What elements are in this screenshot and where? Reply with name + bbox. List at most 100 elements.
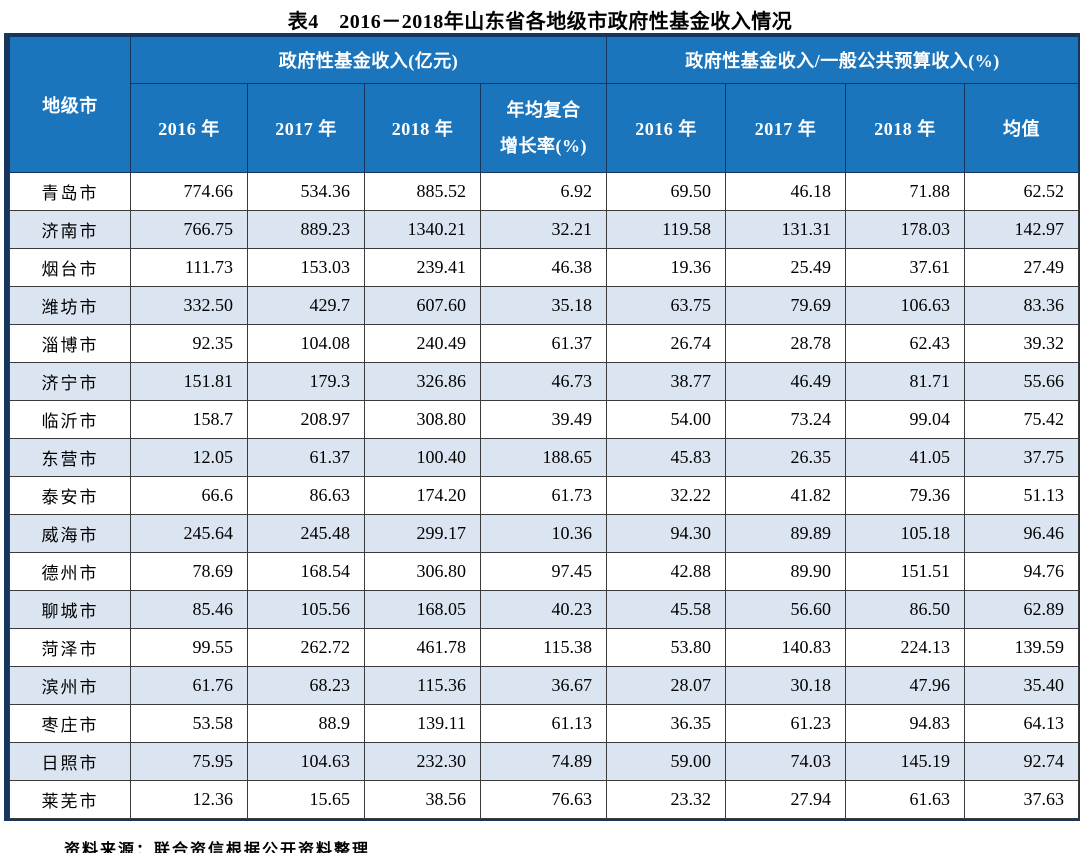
- header-city: 地级市: [9, 36, 131, 173]
- value-cell: 28.78: [725, 324, 846, 363]
- table-header: 地级市 政府性基金收入(亿元) 政府性基金收入/一般公共预算收入(%) 2016…: [9, 36, 1079, 173]
- value-cell: 115.38: [480, 628, 607, 667]
- value-cell: 96.46: [964, 514, 1079, 553]
- table-row: 东营市 12.05 61.37 100.40 188.65 45.83 26.35 41.05…: [9, 438, 1079, 477]
- value-cell: 607.60: [364, 286, 481, 325]
- value-cell: 23.32: [606, 780, 726, 819]
- value-cell: 37.75: [964, 438, 1079, 477]
- value-cell: 40.23: [480, 590, 607, 629]
- value-cell: 429.7: [247, 286, 365, 325]
- city-cell: 德州市: [9, 552, 131, 591]
- value-cell: 59.00: [606, 742, 726, 781]
- value-cell: 105.56: [247, 590, 365, 629]
- value-cell: 174.20: [364, 476, 481, 515]
- value-cell: 39.32: [964, 324, 1079, 363]
- data-table: 地级市 政府性基金收入(亿元) 政府性基金收入/一般公共预算收入(%) 2016…: [9, 36, 1079, 819]
- table-row: 青岛市 774.66 534.36 885.52 6.92 69.50 46.18 71.88…: [9, 172, 1079, 211]
- value-cell: 224.13: [845, 628, 965, 667]
- value-cell: 168.05: [364, 590, 481, 629]
- value-cell: 64.13: [964, 704, 1079, 743]
- value-cell: 37.61: [845, 248, 965, 287]
- city-cell: 济宁市: [9, 362, 131, 401]
- city-cell: 威海市: [9, 514, 131, 553]
- value-cell: 27.94: [725, 780, 846, 819]
- value-cell: 37.63: [964, 780, 1079, 819]
- header-cagr-line1: 年均复合: [506, 100, 581, 120]
- city-cell: 菏泽市: [9, 628, 131, 667]
- value-cell: 46.38: [480, 248, 607, 287]
- table-row: 日照市 75.95 104.63 232.30 74.89 59.00 74.03 145.1…: [9, 742, 1079, 781]
- value-cell: 239.41: [364, 248, 481, 287]
- value-cell: 99.04: [845, 400, 965, 439]
- value-cell: 534.36: [247, 172, 365, 211]
- value-cell: 158.7: [130, 400, 248, 439]
- value-cell: 78.69: [130, 552, 248, 591]
- value-cell: 83.36: [964, 286, 1079, 325]
- value-cell: 179.3: [247, 362, 365, 401]
- city-cell: 滨州市: [9, 666, 131, 705]
- header-mean: 均值: [964, 83, 1079, 173]
- table-row: 滨州市 61.76 68.23 115.36 36.67 28.07 30.18 47.96 3…: [9, 666, 1079, 705]
- value-cell: 178.03: [845, 210, 965, 249]
- value-cell: 12.05: [130, 438, 248, 477]
- value-cell: 32.21: [480, 210, 607, 249]
- city-cell: 东营市: [9, 438, 131, 477]
- value-cell: 73.24: [725, 400, 846, 439]
- value-cell: 55.66: [964, 362, 1079, 401]
- city-cell: 莱芜市: [9, 780, 131, 819]
- value-cell: 208.97: [247, 400, 365, 439]
- value-cell: 46.49: [725, 362, 846, 401]
- value-cell: 92.74: [964, 742, 1079, 781]
- value-cell: 35.18: [480, 286, 607, 325]
- value-cell: 75.42: [964, 400, 1079, 439]
- value-cell: 79.36: [845, 476, 965, 515]
- city-cell: 潍坊市: [9, 286, 131, 325]
- value-cell: 12.36: [130, 780, 248, 819]
- header-ratio-2018: 2018 年: [845, 83, 965, 173]
- header-income-2017: 2017 年: [247, 83, 365, 173]
- value-cell: 105.18: [845, 514, 965, 553]
- value-cell: 36.67: [480, 666, 607, 705]
- value-cell: 10.36: [480, 514, 607, 553]
- table-row: 泰安市 66.6 86.63 174.20 61.73 32.22 41.82 79.36 51…: [9, 476, 1079, 515]
- city-cell: 济南市: [9, 210, 131, 249]
- value-cell: 66.6: [130, 476, 248, 515]
- value-cell: 94.76: [964, 552, 1079, 591]
- header-group-income: 政府性基金收入(亿元): [130, 36, 607, 84]
- value-cell: 62.52: [964, 172, 1079, 211]
- value-cell: 142.97: [964, 210, 1079, 249]
- value-cell: 885.52: [364, 172, 481, 211]
- value-cell: 26.74: [606, 324, 726, 363]
- table-title: 表4 2016－2018年山东省各地级市政府性基金收入情况: [287, 11, 793, 33]
- value-cell: 68.23: [247, 666, 365, 705]
- city-cell: 聊城市: [9, 590, 131, 629]
- value-cell: 94.30: [606, 514, 726, 553]
- value-cell: 326.86: [364, 362, 481, 401]
- header-cagr-line2: 增长率(%): [500, 136, 587, 156]
- value-cell: 75.95: [130, 742, 248, 781]
- value-cell: 54.00: [606, 400, 726, 439]
- value-cell: 106.63: [845, 286, 965, 325]
- value-cell: 45.58: [606, 590, 726, 629]
- value-cell: 889.23: [247, 210, 365, 249]
- value-cell: 28.07: [606, 666, 726, 705]
- value-cell: 145.19: [845, 742, 965, 781]
- value-cell: 47.96: [845, 666, 965, 705]
- table-row: 德州市 78.69 168.54 306.80 97.45 42.88 89.90 151.5…: [9, 552, 1079, 591]
- value-cell: 61.73: [480, 476, 607, 515]
- header-ratio-2016: 2016 年: [606, 83, 726, 173]
- value-cell: 74.03: [725, 742, 846, 781]
- value-cell: 62.43: [845, 324, 965, 363]
- value-cell: 151.51: [845, 552, 965, 591]
- city-cell: 日照市: [9, 742, 131, 781]
- value-cell: 89.89: [725, 514, 846, 553]
- value-cell: 19.36: [606, 248, 726, 287]
- city-cell: 青岛市: [9, 172, 131, 211]
- value-cell: 46.18: [725, 172, 846, 211]
- value-cell: 94.83: [845, 704, 965, 743]
- value-cell: 41.82: [725, 476, 846, 515]
- value-cell: 306.80: [364, 552, 481, 591]
- value-cell: 115.36: [364, 666, 481, 705]
- value-cell: 32.22: [606, 476, 726, 515]
